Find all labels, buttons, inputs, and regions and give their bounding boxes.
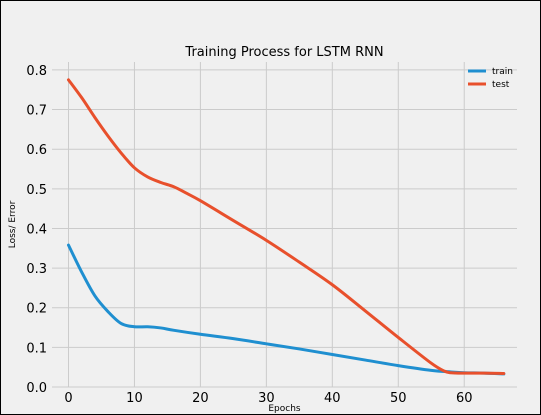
- y-tick-label: 0.8: [26, 64, 47, 79]
- y-tick-label: 0.0: [26, 381, 47, 396]
- plot-area: [52, 62, 517, 387]
- y-tick-label: 0.1: [26, 341, 47, 356]
- series-lines: [66, 78, 506, 376]
- legend-label-test: test: [492, 80, 510, 90]
- x-tick-label: 0: [64, 391, 72, 406]
- x-tick-label: 40: [324, 391, 341, 406]
- legend-label-train: train: [492, 67, 513, 77]
- x-tick-label: 10: [126, 391, 143, 406]
- y-axis-title: Loss/ Error: [8, 200, 18, 248]
- legend: train test: [468, 67, 513, 90]
- tick-labels: 0 10 20 30 40 50 60 0.0 0.1 0.2 0.3 0.4 0.5 0.6 0.7 0.8: [26, 64, 472, 406]
- x-tick-label: 50: [390, 391, 407, 406]
- y-tick-label: 0.4: [26, 222, 47, 237]
- x-tick-label: 20: [192, 391, 209, 406]
- y-tick-label: 0.3: [26, 262, 47, 277]
- x-axis-title: Epochs: [268, 404, 301, 414]
- series-line-test: [66, 78, 506, 376]
- y-tick-label: 0.5: [26, 183, 47, 198]
- y-tick-label: 0.6: [26, 143, 47, 158]
- x-tick-label: 60: [456, 391, 473, 406]
- y-tick-label: 0.2: [26, 302, 47, 317]
- y-tick-label: 0.7: [26, 104, 47, 119]
- x-tick-label: 30: [258, 391, 275, 406]
- chart-title: Training Process for LSTM RNN: [184, 45, 383, 60]
